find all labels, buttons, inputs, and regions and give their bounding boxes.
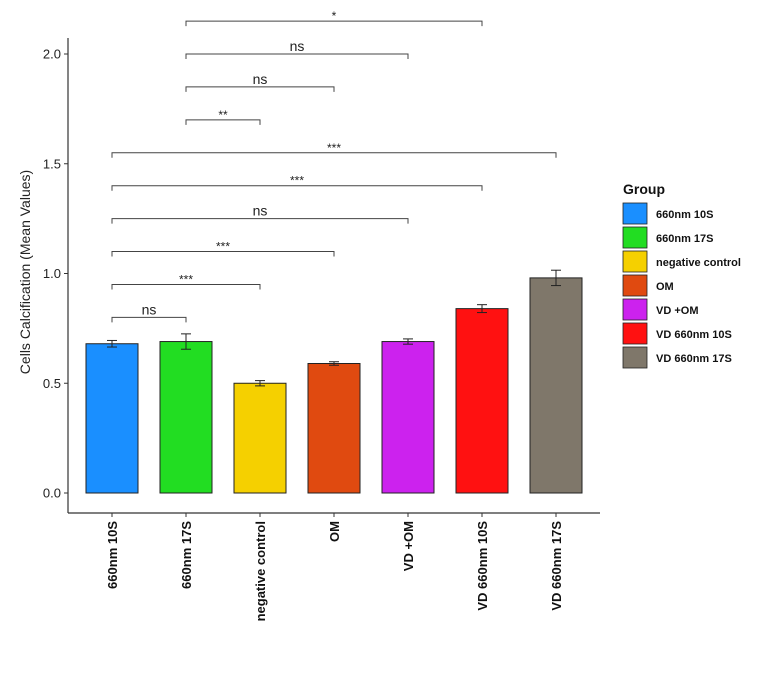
error-bar — [255, 380, 265, 387]
error-bars — [107, 269, 561, 387]
legend-item: 660nm 17S — [622, 226, 713, 249]
legend-item: VD +OM — [622, 298, 698, 321]
legend-item: VD 660nm 10S — [622, 322, 732, 345]
y-tick-label: 0.0 — [43, 486, 61, 501]
significance-bracket: ns — [111, 301, 187, 323]
x-tick-label: VD +OM — [401, 521, 416, 571]
bracket-line — [111, 218, 409, 224]
significance-label: *** — [290, 174, 304, 188]
significance-bracket: * — [185, 9, 483, 27]
bar — [233, 382, 287, 494]
significance-label: ** — [218, 108, 228, 122]
error-bar — [477, 304, 487, 314]
bar — [85, 343, 139, 494]
legend-label: VD 660nm 17S — [656, 353, 732, 365]
significance-bracket: ns — [185, 71, 335, 92]
legend-item: VD 660nm 17S — [622, 346, 732, 369]
legend: Group 660nm 10S 660nm 17S negative control… — [622, 181, 741, 369]
legend-swatch — [622, 346, 648, 369]
legend-swatch — [622, 250, 648, 273]
bar — [307, 362, 361, 494]
bracket-line — [185, 86, 335, 92]
significance-label: ns — [253, 71, 268, 87]
bracket-line — [111, 251, 335, 257]
bracket-line — [185, 20, 483, 27]
y-axis-title: Cells Calcification (Mean Values) — [17, 170, 33, 374]
significance-label: *** — [179, 272, 193, 286]
significance-bracket: ** — [185, 108, 261, 125]
error-bar — [551, 269, 561, 287]
bar — [381, 341, 435, 494]
legend-label: 660nm 10S — [656, 209, 713, 221]
significance-label: ns — [290, 38, 305, 54]
legend-label: VD 660nm 10S — [656, 329, 732, 341]
error-bar — [107, 339, 117, 348]
significance-bracket: *** — [111, 141, 557, 158]
legend-swatch — [622, 274, 648, 297]
legend-swatch — [622, 322, 648, 345]
bar — [159, 341, 213, 494]
significance-label: * — [332, 9, 337, 23]
significance-bracket: ns — [111, 203, 409, 224]
legend-title: Group — [623, 181, 665, 197]
y-axis-ticks: 0.00.51.01.52.02.53.03.54.0 — [43, 47, 68, 501]
x-tick-label: 660nm 10S — [105, 521, 120, 589]
bracket-line — [111, 152, 557, 158]
bars — [85, 277, 583, 517]
error-bar — [403, 338, 413, 345]
significance-bracket: ns — [185, 38, 409, 59]
legend-swatch — [622, 226, 648, 249]
bracket-line — [185, 119, 261, 125]
bracket-line — [111, 316, 187, 323]
y-tick-label: 0.5 — [43, 376, 61, 391]
bracket-line — [111, 283, 261, 290]
bracket-line — [111, 185, 483, 191]
x-axis-labels: 660nm 10S 660nm 17S negative control OM VD +… — [105, 521, 564, 622]
bar — [529, 277, 583, 494]
significance-label: ns — [253, 203, 268, 219]
y-tick-label: 1.0 — [43, 266, 61, 281]
bar — [455, 308, 509, 494]
significance-label: ns — [142, 301, 157, 317]
significance-bracket: *** — [111, 240, 335, 257]
legend-swatch — [622, 202, 648, 225]
significance-label: *** — [216, 240, 230, 254]
legend-item: 660nm 10S — [622, 202, 713, 225]
error-bar — [181, 333, 191, 350]
x-tick-label: negative control — [253, 521, 268, 621]
legend-label: VD +OM — [656, 305, 698, 317]
x-tick-label: 660nm 17S — [179, 521, 194, 589]
significance-brackets: ns******ns********nsns******************… — [111, 9, 557, 323]
legend-swatch — [622, 298, 648, 321]
significance-bracket: *** — [111, 272, 261, 290]
legend-label: OM — [656, 281, 674, 293]
legend-label: negative control — [656, 257, 741, 269]
legend-item: negative control — [622, 250, 741, 273]
x-tick-label: VD 660nm 17S — [549, 521, 564, 611]
y-tick-label: 1.5 — [43, 156, 61, 171]
y-tick-label: 2.0 — [43, 47, 61, 62]
error-bar — [329, 361, 339, 366]
significance-bracket: *** — [111, 174, 483, 191]
significance-label: *** — [327, 141, 341, 155]
x-tick-label: VD 660nm 10S — [475, 521, 490, 611]
bracket-line — [185, 53, 409, 59]
legend-label: 660nm 17S — [656, 233, 713, 245]
legend-item: OM — [622, 274, 674, 297]
x-tick-label: OM — [327, 521, 342, 542]
